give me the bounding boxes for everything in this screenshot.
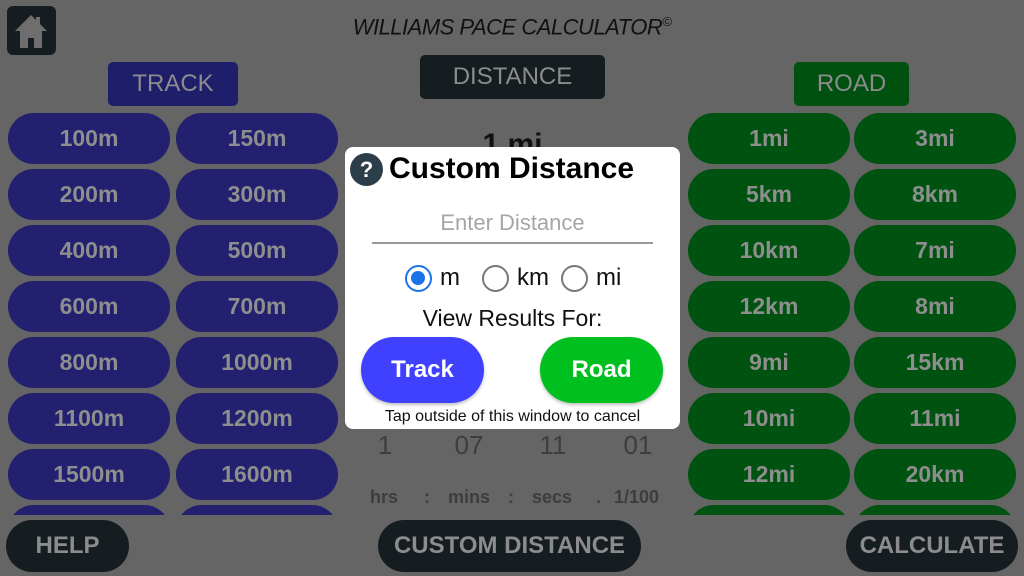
radio-label: mi (596, 264, 622, 291)
track-distance-button[interactable]: 1600m (176, 449, 338, 500)
seconds-value[interactable]: 11 (539, 430, 567, 460)
track-distance-button[interactable]: 500m (176, 225, 338, 276)
track-distance-button[interactable]: 1100m (8, 393, 170, 444)
track-section-header: TRACK (108, 62, 238, 106)
road-results-button[interactable]: Road (540, 337, 663, 403)
distance-input[interactable] (372, 204, 653, 244)
separator: : (424, 487, 430, 507)
radio-unselected-icon (561, 264, 588, 292)
road-distance-button[interactable]: 1mi (688, 113, 850, 164)
secs-label: secs (532, 487, 573, 507)
road-distance-button[interactable] (854, 505, 1016, 515)
home-icon (15, 15, 47, 48)
minutes-value[interactable]: 07 (454, 430, 484, 460)
road-distance-button[interactable]: 8mi (854, 281, 1016, 332)
track-distance-button[interactable] (176, 505, 338, 515)
radio-unselected-icon (482, 264, 509, 292)
road-section-header: ROAD (794, 62, 909, 106)
hours-value[interactable]: 1 (377, 430, 393, 460)
unit-radio-km[interactable]: km (482, 264, 549, 292)
unit-radio-m[interactable]: m (405, 264, 460, 292)
mins-label: mins (448, 487, 491, 507)
cancel-hint: Tap outside of this window to cancel (384, 408, 641, 425)
view-results-label: View Results For: (422, 305, 603, 331)
road-distance-button[interactable]: 12km (688, 281, 850, 332)
road-distance-button[interactable]: 15km (854, 337, 1016, 388)
track-distance-button[interactable]: 800m (8, 337, 170, 388)
road-distance-list[interactable]: 1mi 3mi 5km 8km 10km 7mi 12km 8mi 9mi 15km 10mi 11m… (688, 110, 1016, 515)
road-distance-button[interactable] (688, 505, 850, 515)
track-distance-button[interactable]: 400m (8, 225, 170, 276)
track-distance-button[interactable]: 100m (8, 113, 170, 164)
track-distance-button[interactable]: 1200m (176, 393, 338, 444)
track-distance-button[interactable]: 1500m (8, 449, 170, 500)
app-title: WILLIAMS PACE CALCULATOR© (352, 14, 672, 40)
home-button[interactable] (7, 6, 56, 55)
custom-distance-button[interactable]: CUSTOM DISTANCE (378, 520, 641, 572)
track-distance-button[interactable]: 600m (8, 281, 170, 332)
track-distance-button[interactable] (8, 505, 170, 515)
road-distance-button[interactable]: 7mi (854, 225, 1016, 276)
hundredths-label: 1/100 (614, 487, 660, 507)
track-distance-button[interactable]: 300m (176, 169, 338, 220)
track-distance-button[interactable]: 1000m (176, 337, 338, 388)
distance-section-header: DISTANCE (420, 55, 605, 99)
road-distance-button[interactable]: 10km (688, 225, 850, 276)
separator: : (508, 487, 514, 507)
unit-radio-mi[interactable]: mi (561, 264, 621, 292)
road-distance-button[interactable]: 10mi (688, 393, 850, 444)
hrs-label: hrs (370, 487, 399, 507)
road-distance-button[interactable]: 9mi (688, 337, 850, 388)
road-distance-button[interactable]: 8km (854, 169, 1016, 220)
radio-label: m (440, 264, 460, 291)
custom-distance-dialog: ? Custom Distance m km mi View Results F… (345, 147, 680, 429)
hundredths-value[interactable]: 01 (623, 430, 653, 460)
road-distance-button[interactable]: 3mi (854, 113, 1016, 164)
calculate-button[interactable]: CALCULATE (846, 520, 1018, 572)
track-results-button[interactable]: Track (361, 337, 484, 403)
road-distance-button[interactable]: 11mi (854, 393, 1016, 444)
radio-label: km (517, 264, 549, 291)
track-distance-list[interactable]: 100m 150m 200m 300m 400m 500m 600m 700m 800m 1000… (8, 110, 338, 515)
road-distance-button[interactable]: 12mi (688, 449, 850, 500)
separator: . (596, 487, 602, 507)
road-distance-button[interactable]: 5km (688, 169, 850, 220)
help-button[interactable]: HELP (6, 520, 129, 572)
track-distance-button[interactable]: 700m (176, 281, 338, 332)
selected-distance: 1 mi (482, 128, 543, 148)
dialog-title: Custom Distance (389, 152, 635, 185)
track-distance-button[interactable]: 200m (8, 169, 170, 220)
help-icon[interactable]: ? (350, 153, 383, 186)
track-distance-button[interactable]: 150m (176, 113, 338, 164)
road-distance-button[interactable]: 20km (854, 449, 1016, 500)
radio-selected-icon (405, 264, 432, 292)
